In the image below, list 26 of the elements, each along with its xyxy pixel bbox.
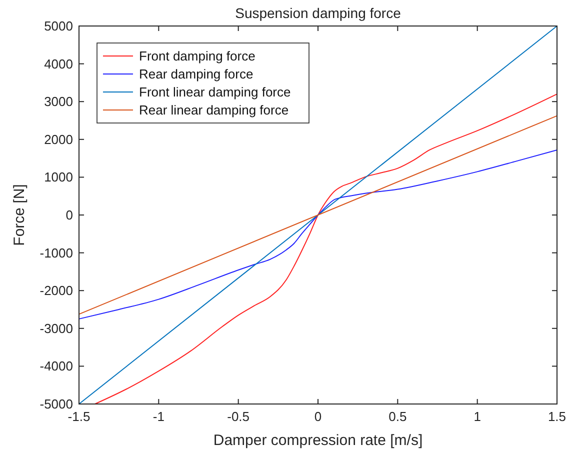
x-axis-title: Damper compression rate [m/s] xyxy=(213,432,423,449)
y-tick-label: 1000 xyxy=(44,170,73,185)
legend-label: Rear damping force xyxy=(139,66,254,82)
legend-label: Rear linear damping force xyxy=(139,102,289,118)
x-tick-label: 1 xyxy=(474,409,481,424)
legend-label: Front linear damping force xyxy=(139,84,291,100)
y-tick-label: 2000 xyxy=(44,132,73,147)
y-tick-label: -5000 xyxy=(40,396,73,412)
y-tick-label: -1000 xyxy=(40,245,73,260)
x-tick-label: 0.5 xyxy=(388,409,407,424)
chart-title: Suspension damping force xyxy=(235,5,402,21)
x-tick-label: 0 xyxy=(314,409,322,424)
y-axis-title: Force [N] xyxy=(11,184,28,246)
x-tick-label: -1 xyxy=(152,409,164,424)
y-tick-label: 5000 xyxy=(44,18,73,34)
y-tick-label: -3000 xyxy=(40,320,73,336)
x-tick-label: -1.5 xyxy=(68,409,90,424)
y-tick-label: 0 xyxy=(66,208,73,222)
y-tick-label: -2000 xyxy=(40,283,73,298)
y-tick-label: 4000 xyxy=(44,56,73,72)
line-series xyxy=(78,149,558,320)
y-tick-label: 3000 xyxy=(44,94,73,110)
x-tick-label: -0.5 xyxy=(227,409,250,424)
x-tick-label: 1.5 xyxy=(548,409,566,424)
y-tick-label: -4000 xyxy=(40,358,73,374)
legend-label: Front damping force xyxy=(139,48,256,64)
